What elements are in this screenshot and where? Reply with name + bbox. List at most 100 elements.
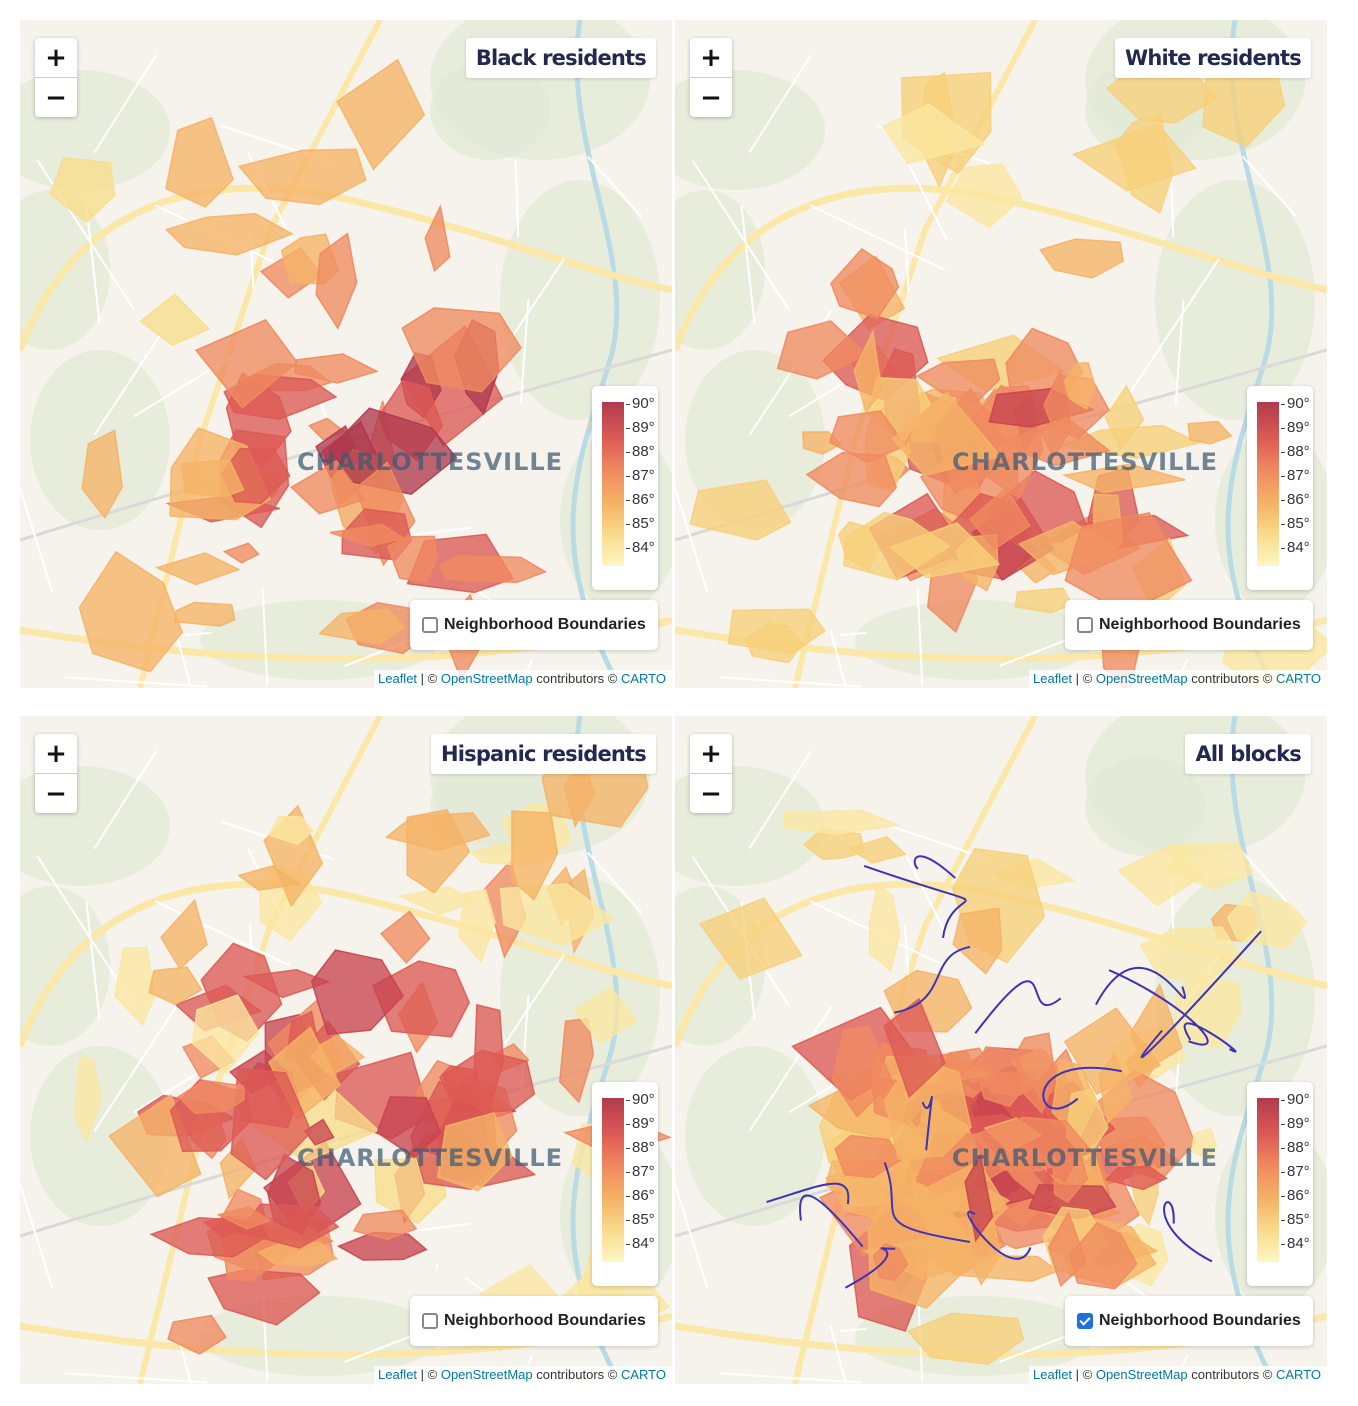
census-block bbox=[230, 1067, 313, 1181]
carto-link[interactable]: CARTO bbox=[1275, 1367, 1321, 1382]
census-block bbox=[1174, 971, 1241, 1049]
census-block bbox=[113, 947, 156, 1027]
census-block bbox=[436, 1112, 513, 1192]
basemap[interactable] bbox=[675, 716, 1327, 1384]
openstreetmap-link[interactable]: OpenStreetMap bbox=[440, 671, 533, 686]
highway-bypass bbox=[20, 880, 672, 1048]
census-block bbox=[386, 535, 438, 583]
neighborhood-boundaries-control[interactable]: Neighborhood Boundaries bbox=[1065, 600, 1313, 650]
census-block bbox=[376, 1096, 442, 1159]
legend-tick: 90° bbox=[1281, 396, 1310, 412]
census-block bbox=[180, 458, 245, 498]
census-block bbox=[1117, 842, 1206, 907]
leaflet-link[interactable]: Leaflet bbox=[1033, 1367, 1073, 1382]
neighborhood-boundaries-control[interactable]: Neighborhood Boundaries bbox=[410, 600, 658, 650]
neighborhood-boundaries-checkbox[interactable] bbox=[1077, 617, 1093, 633]
street bbox=[876, 820, 990, 861]
leaflet-link[interactable]: Leaflet bbox=[1033, 671, 1073, 686]
map-title: Hispanic residents bbox=[430, 734, 656, 774]
zoom-in-button[interactable]: + bbox=[700, 738, 722, 769]
zoom-out-button[interactable]: − bbox=[690, 77, 732, 117]
zoom-out-button[interactable]: − bbox=[35, 77, 77, 117]
census-block bbox=[165, 212, 294, 256]
city-label: CHARLOTTESVILLE bbox=[952, 448, 1219, 476]
openstreetmap-link[interactable]: OpenStreetMap bbox=[1095, 671, 1188, 686]
census-block bbox=[406, 808, 471, 894]
neighborhood-boundary bbox=[883, 1161, 971, 1243]
street bbox=[154, 900, 291, 967]
carto-link[interactable]: CARTO bbox=[620, 1367, 666, 1382]
legend-tick: 89° bbox=[626, 420, 655, 436]
zoom-in-button[interactable]: + bbox=[45, 42, 67, 73]
legend-color-bar bbox=[602, 402, 624, 566]
legend-tick: 86° bbox=[626, 492, 655, 508]
census-block bbox=[74, 1056, 103, 1143]
census-block bbox=[882, 103, 986, 165]
census-block bbox=[1226, 891, 1308, 950]
census-block bbox=[952, 907, 1003, 975]
street bbox=[519, 299, 530, 405]
map-title: All blocks bbox=[1185, 734, 1311, 774]
basemap[interactable] bbox=[20, 20, 672, 688]
basemap[interactable] bbox=[675, 20, 1327, 688]
map-panel-1[interactable]: + − Black residents CHARLOTTESVILLE 90° 8… bbox=[20, 20, 672, 688]
map-panel-2[interactable]: + − White residents CHARLOTTESVILLE 90° 8… bbox=[675, 20, 1327, 688]
census-block bbox=[207, 1269, 321, 1326]
carto-link[interactable]: CARTO bbox=[1275, 671, 1321, 686]
openstreetmap-link[interactable]: OpenStreetMap bbox=[440, 1367, 533, 1382]
street bbox=[829, 1325, 847, 1384]
zoom-out-button[interactable]: − bbox=[690, 773, 732, 813]
neighborhood-boundaries-checkbox[interactable] bbox=[1077, 1313, 1093, 1329]
city-label: CHARLOTTESVILLE bbox=[952, 1144, 1219, 1172]
zoom-in-button[interactable]: + bbox=[700, 42, 722, 73]
park-area bbox=[500, 180, 660, 420]
street bbox=[740, 206, 756, 324]
attribution-contrib: contributors © bbox=[1187, 671, 1276, 686]
legend-tick: 84° bbox=[626, 540, 655, 556]
census-block bbox=[783, 809, 901, 835]
street bbox=[903, 228, 910, 293]
park-area bbox=[430, 60, 550, 160]
neighborhood-boundaries[interactable] bbox=[766, 855, 1262, 1289]
zoom-control: + − bbox=[690, 734, 732, 813]
temperature-legend: 90° 89° 88° 87° 86° 85° 84° bbox=[1247, 1082, 1313, 1286]
park-area bbox=[1085, 756, 1205, 856]
census-block bbox=[424, 204, 451, 273]
map-panel-4[interactable]: + − All blocks CHARLOTTESVILLE 90° 89° 88°… bbox=[675, 716, 1327, 1384]
neighborhood-boundaries-control[interactable]: Neighborhood Boundaries bbox=[1065, 1296, 1313, 1346]
census-block bbox=[165, 116, 234, 208]
legend-tick: 89° bbox=[1281, 1116, 1310, 1132]
census-block bbox=[139, 293, 211, 346]
legend-tick: 88° bbox=[1281, 1140, 1310, 1156]
neighborhood-boundaries-checkbox[interactable] bbox=[422, 617, 438, 633]
neighborhood-boundary bbox=[921, 1095, 933, 1151]
census-block bbox=[1104, 1165, 1168, 1191]
census-block bbox=[1014, 587, 1074, 614]
zoom-in-button[interactable]: + bbox=[45, 738, 67, 769]
carto-link[interactable]: CARTO bbox=[620, 671, 666, 686]
legend-tick: 87° bbox=[1281, 468, 1310, 484]
census-block bbox=[438, 554, 548, 584]
legend-tick: 84° bbox=[1281, 1236, 1310, 1252]
census-block bbox=[915, 358, 1001, 404]
census-block bbox=[267, 815, 315, 845]
street bbox=[1121, 258, 1220, 405]
map-panel-3[interactable]: + − Hispanic residents CHARLOTTESVILLE 9… bbox=[20, 716, 672, 1384]
openstreetmap-link[interactable]: OpenStreetMap bbox=[1095, 1367, 1188, 1382]
legend-tick: 86° bbox=[1281, 492, 1310, 508]
leaflet-link[interactable]: Leaflet bbox=[378, 671, 418, 686]
census-block bbox=[329, 523, 406, 547]
basemap[interactable] bbox=[20, 716, 672, 1384]
neighborhood-boundaries-checkbox[interactable] bbox=[422, 1313, 438, 1329]
legend-tick: 84° bbox=[1281, 540, 1310, 556]
leaflet-link[interactable]: Leaflet bbox=[378, 1367, 418, 1382]
neighborhood-boundaries-control[interactable]: Neighborhood Boundaries bbox=[410, 1296, 658, 1346]
neighborhood-boundaries-label: Neighborhood Boundaries bbox=[1099, 1312, 1301, 1329]
legend-tick: 89° bbox=[1281, 420, 1310, 436]
census-block bbox=[194, 318, 299, 409]
legend-tick: 85° bbox=[626, 516, 655, 532]
map-title: White residents bbox=[1115, 38, 1311, 78]
legend-tick: 89° bbox=[626, 1116, 655, 1132]
zoom-out-button[interactable]: − bbox=[35, 773, 77, 813]
census-block bbox=[1139, 926, 1243, 985]
